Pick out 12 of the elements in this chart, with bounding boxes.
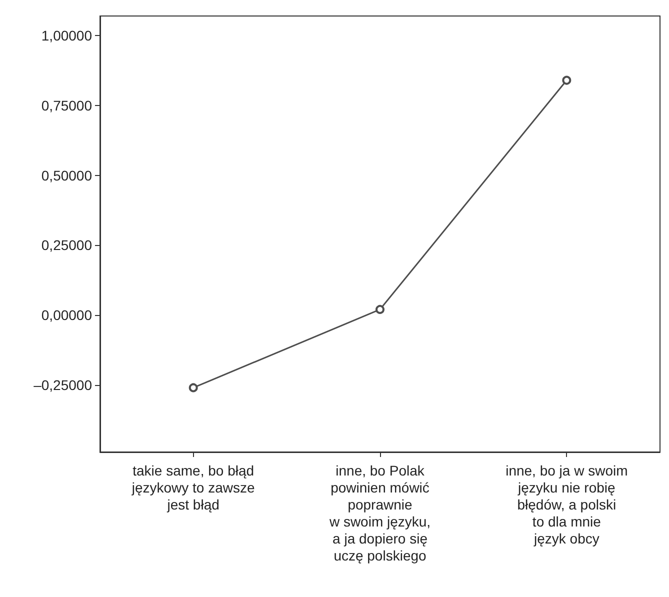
y-tick-label: –0,25000 (34, 376, 92, 393)
y-tick-label: 0,50000 (41, 167, 92, 184)
point (376, 304, 384, 314)
x-tick-label: inne, bo ja w swoim języku nie robię błędów, a polski to dla mnie język obcy (506, 462, 628, 546)
point (188, 383, 198, 392)
y-tick-label: 0,75000 (41, 97, 92, 114)
y-tick-label: 1,00000 (41, 28, 92, 44)
y-tick-label: 0,00000 (41, 307, 92, 324)
x-tick-label: takie same, bo błąd językowy to zawsze jest błąd (130, 462, 256, 512)
y-tick-label: 0,25000 (41, 237, 92, 254)
point (562, 76, 572, 85)
x-tick-label: inne, bo Polak powinien mówić poprawnie w swoim języku, a ja dopiero się uczę polskiego (328, 462, 431, 564)
